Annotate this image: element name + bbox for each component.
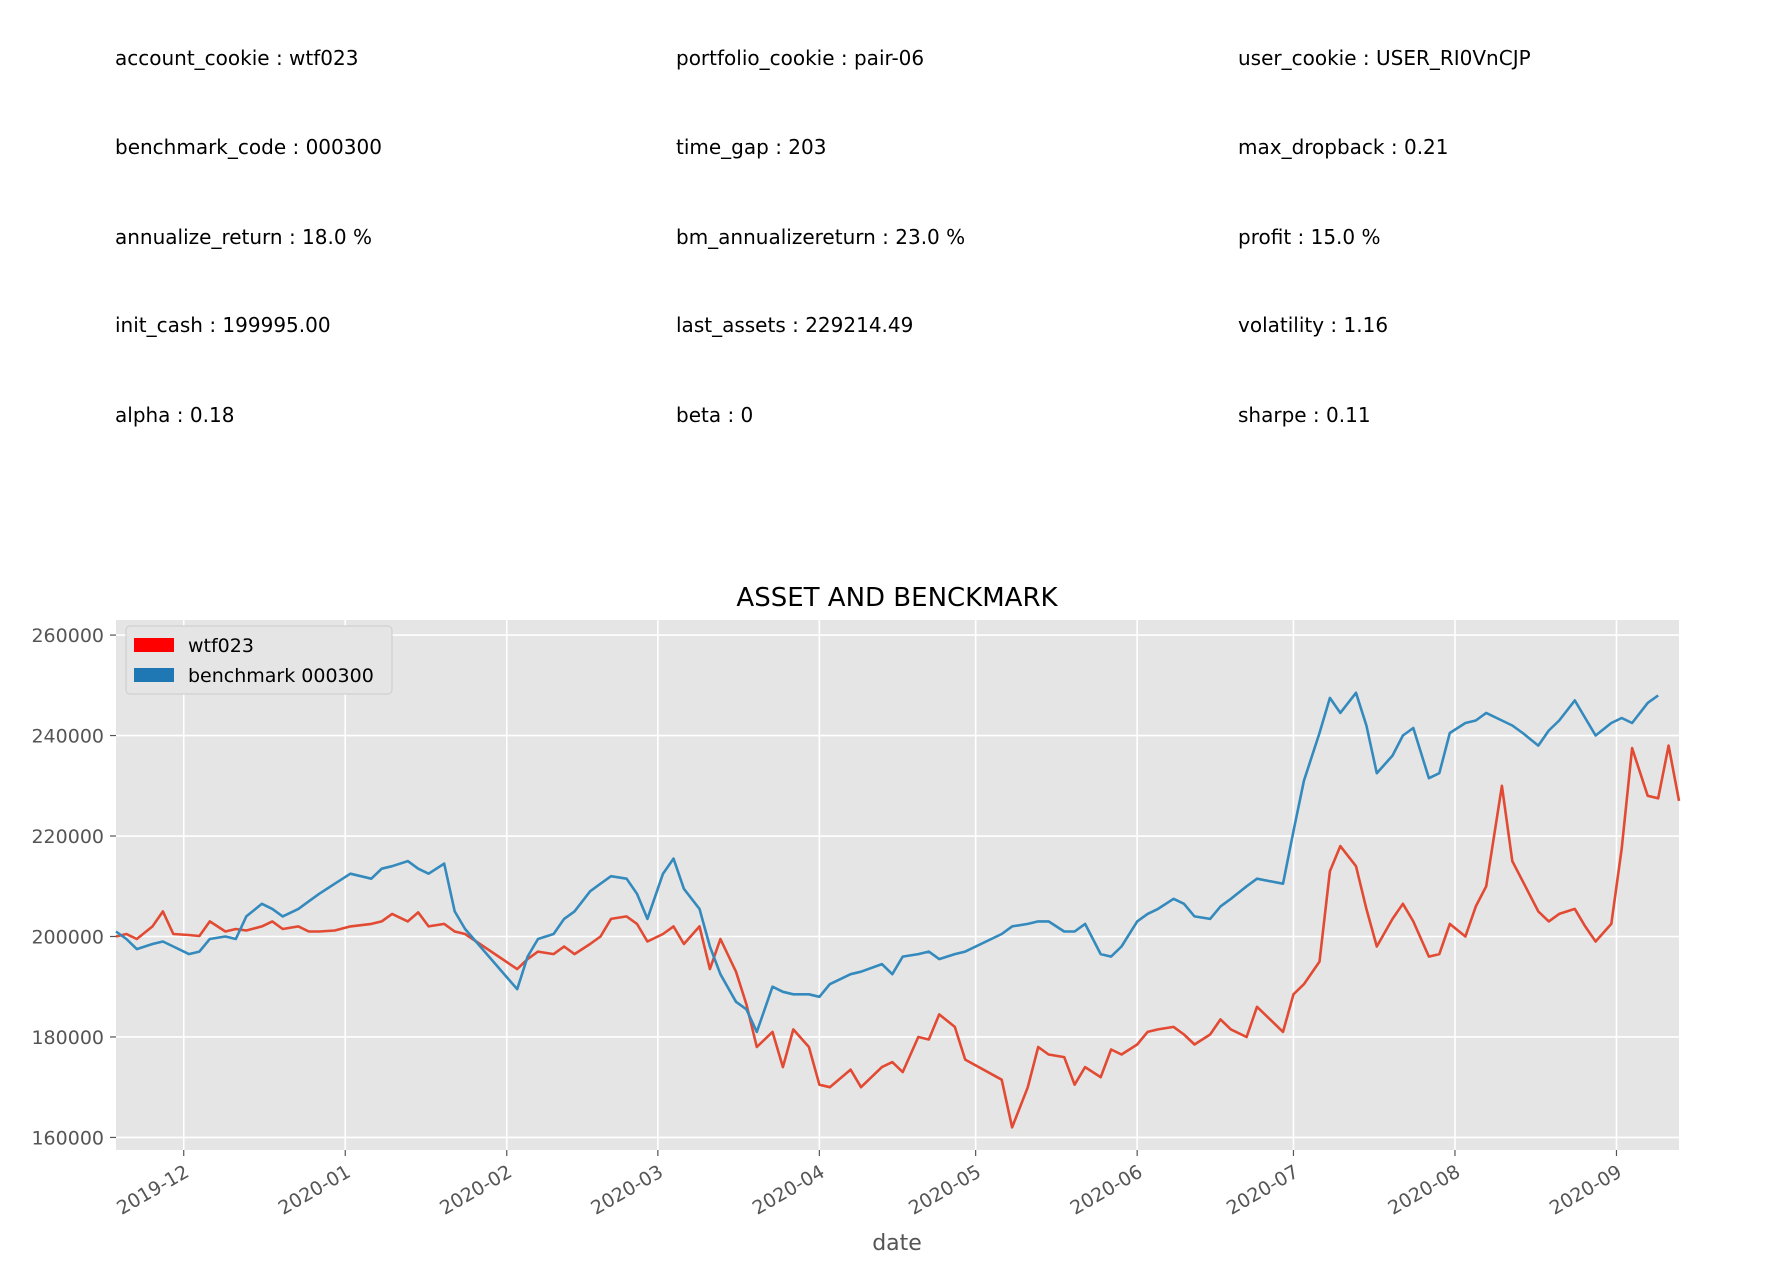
x-axis: 2019-12 2020-01 2020-02 2020-03 2020-04 2020-… [113,1150,1626,1220]
stat-account-cookie: account_cookie : wtf023 [115,46,359,70]
x-tick-label: 2020-09 [1546,1161,1626,1220]
stat-portfolio-cookie: portfolio_cookie : pair-06 [676,46,925,70]
stat-bm-annualizereturn: bm_annualizereturn : 23.0 % [676,225,966,249]
plot-area [116,620,1679,1150]
x-tick-label: 2020-01 [275,1161,355,1220]
x-tick-label: 2020-02 [436,1161,516,1220]
legend-label-wtf023: wtf023 [188,635,254,657]
stat-last-assets: last_assets : 229214.49 [676,313,914,337]
legend: wtf023 benchmark 000300 [125,625,393,695]
stats-panel: account_cookie : wtf023 portfolio_cookie… [0,0,1788,460]
series-line-benchmark [115,691,1659,1034]
x-tick-label: 2019-12 [113,1161,193,1220]
y-tick-label: 240000 [31,726,104,748]
stat-annualize-return: annualize_return : 18.0 % [115,225,372,249]
x-tick-label: 2020-08 [1384,1161,1464,1220]
stat-beta: beta : 0 [676,403,754,427]
x-tick-label: 2020-06 [1067,1161,1147,1220]
y-tick-label: 220000 [31,826,104,848]
stat-user-cookie: user_cookie : USER_RI0VnCJP [1238,46,1531,70]
y-tick-label: 160000 [31,1127,104,1149]
legend-box [125,625,393,695]
stat-alpha: alpha : 0.18 [115,403,235,427]
stat-benchmark-code: benchmark_code : 000300 [115,135,382,159]
stat-volatility: volatility : 1.16 [1238,313,1389,337]
legend-swatch-wtf023 [134,638,174,652]
x-tick-label: 2020-04 [749,1161,829,1220]
stat-max-dropback: max_dropback : 0.21 [1238,135,1449,159]
x-tick-label: 2020-07 [1223,1161,1303,1220]
y-tick-label: 180000 [31,1027,104,1049]
x-tick-label: 2020-03 [587,1161,667,1220]
series-line-wtf023 [115,744,1681,1129]
stat-init-cash: init_cash : 199995.00 [115,313,331,337]
chart-title: ASSET AND BENCKMARK [736,583,1058,613]
legend-label-benchmark: benchmark 000300 [188,665,374,687]
grid [116,620,1679,1150]
x-axis-label: date [872,1231,922,1256]
y-tick-label: 200000 [31,926,104,948]
stat-time-gap: time_gap : 203 [676,135,827,159]
y-axis: 160000 180000 200000 220000 240000 260000 [31,625,116,1149]
x-tick-label: 2020-05 [905,1161,985,1220]
y-tick-label: 260000 [31,625,104,647]
series-lines [115,691,1681,1129]
stat-profit: profit : 15.0 % [1238,225,1381,249]
legend-swatch-benchmark [134,668,174,682]
stat-sharpe: sharpe : 0.11 [1238,403,1371,427]
